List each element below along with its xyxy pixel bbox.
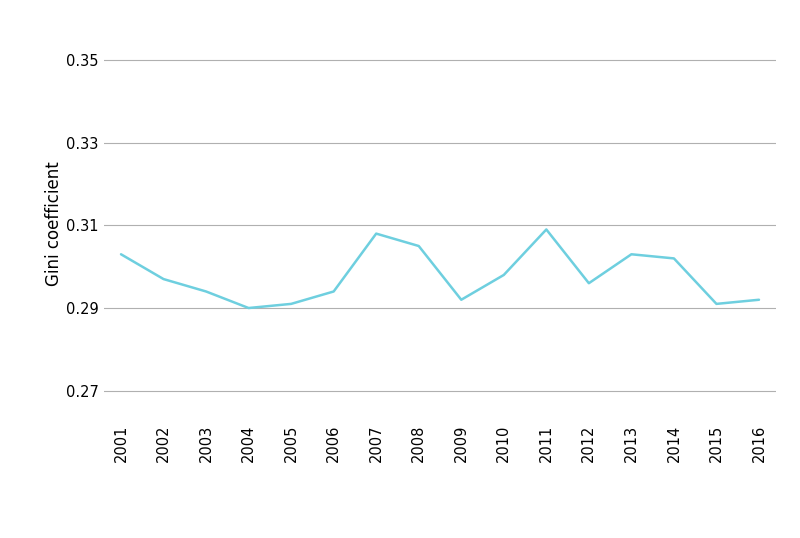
Y-axis label: Gini coefficient: Gini coefficient [46,161,63,286]
